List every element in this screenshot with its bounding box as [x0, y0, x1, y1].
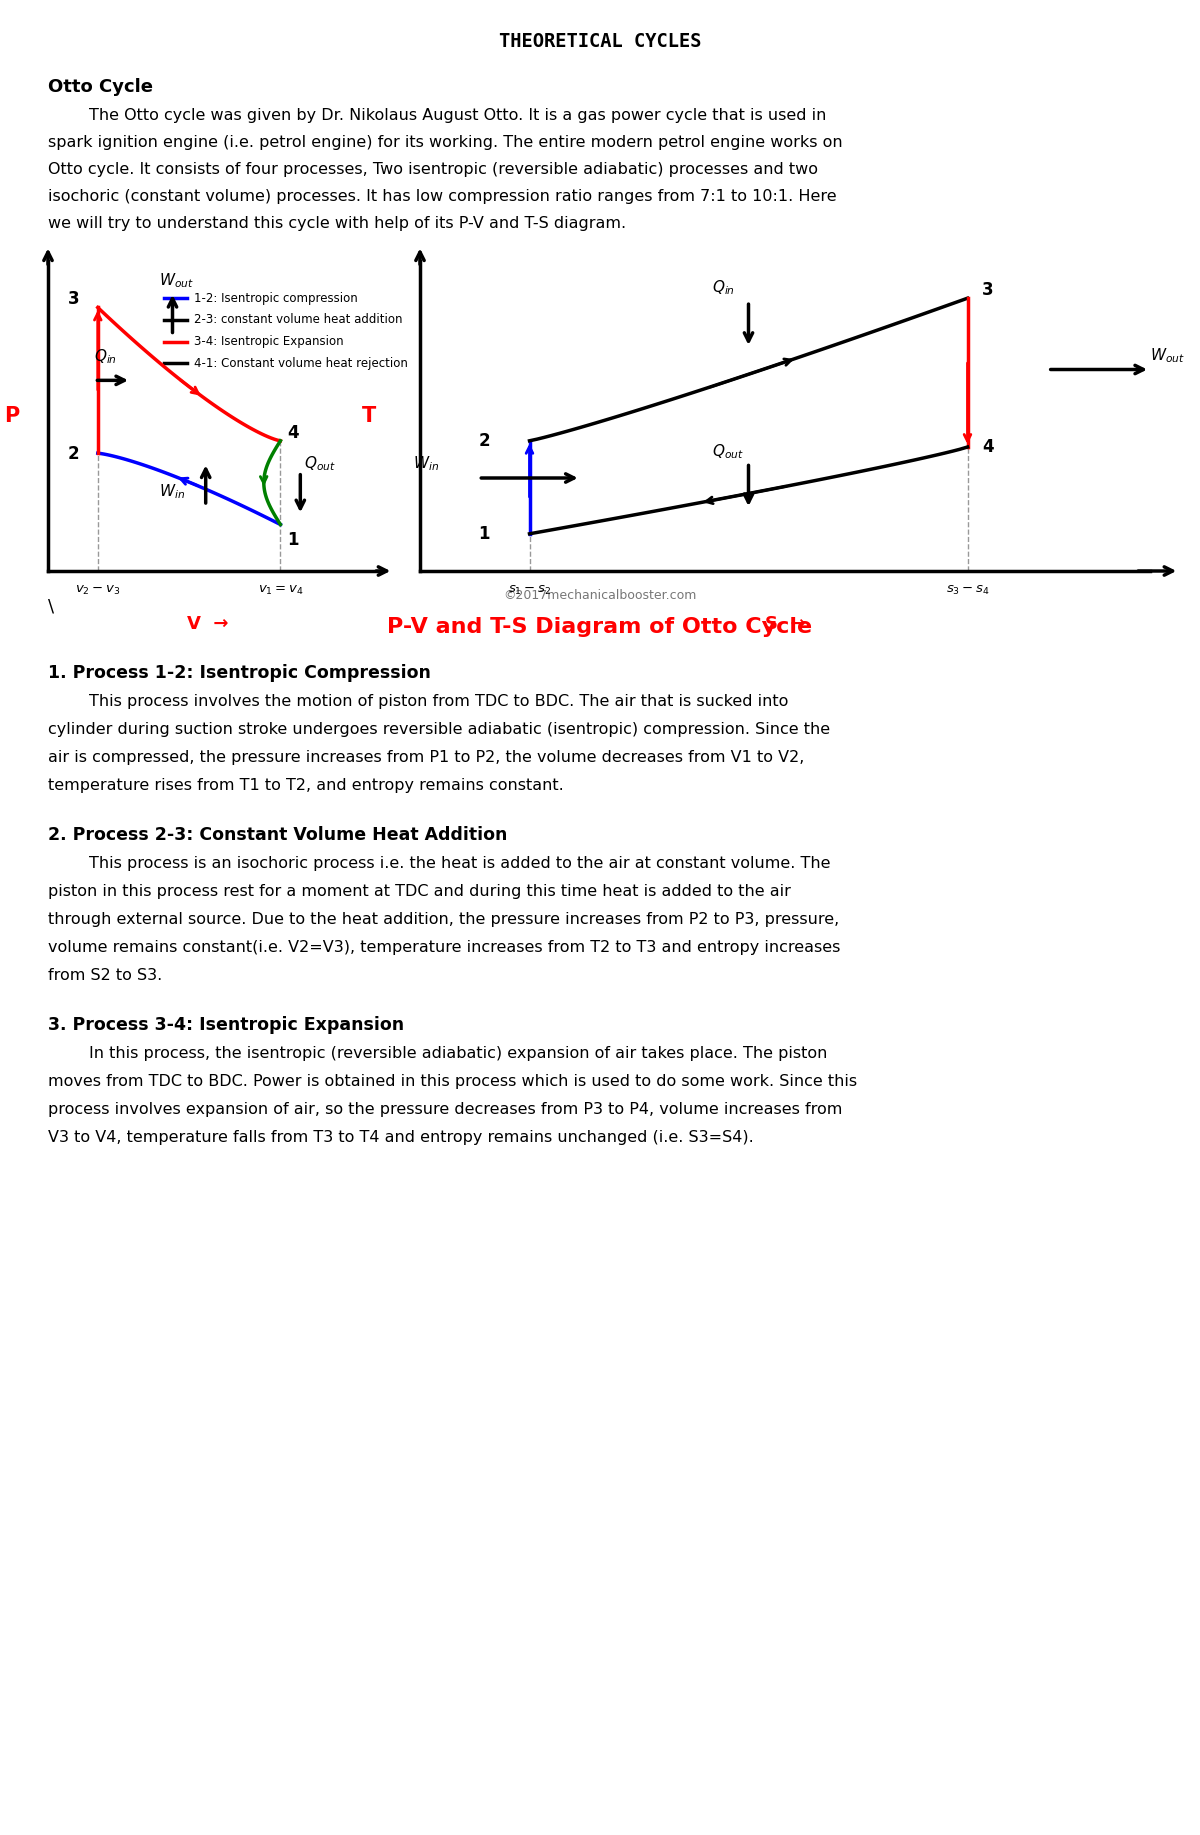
Text: 2-3: constant volume heat addition: 2-3: constant volume heat addition [194, 314, 402, 327]
Text: The Otto cycle was given by Dr. Nikolaus August Otto. It is a gas power cycle th: The Otto cycle was given by Dr. Nikolaus… [48, 108, 827, 123]
Text: V  →: V → [187, 615, 228, 633]
Text: S  →: S → [764, 615, 805, 633]
Text: $Q_{out}$: $Q_{out}$ [304, 455, 336, 473]
Text: 3: 3 [68, 290, 79, 308]
Text: $s_3 - s_4$: $s_3 - s_4$ [946, 584, 989, 596]
Text: 3: 3 [982, 281, 994, 299]
Text: Otto Cycle: Otto Cycle [48, 79, 154, 95]
Text: spark ignition engine (i.e. petrol engine) for its working. The entire modern pe: spark ignition engine (i.e. petrol engin… [48, 136, 842, 150]
Text: 2: 2 [479, 431, 490, 450]
Text: process involves expansion of air, so the pressure decreases from P3 to P4, volu: process involves expansion of air, so th… [48, 1103, 842, 1118]
Text: temperature rises from T1 to T2, and entropy remains constant.: temperature rises from T1 to T2, and ent… [48, 778, 564, 793]
Text: This process involves the motion of piston from TDC to BDC. The air that is suck: This process involves the motion of pist… [48, 694, 788, 708]
Text: 4-1: Constant volume heat rejection: 4-1: Constant volume heat rejection [194, 356, 408, 371]
Text: This process is an isochoric process i.e. the heat is added to the air at consta: This process is an isochoric process i.e… [48, 855, 830, 872]
Text: T: T [361, 406, 376, 426]
Text: 4: 4 [982, 439, 994, 457]
Text: V3 to V4, temperature falls from T3 to T4 and entropy remains unchanged (i.e. S3: V3 to V4, temperature falls from T3 to T… [48, 1130, 754, 1145]
Text: from S2 to S3.: from S2 to S3. [48, 969, 162, 984]
Text: volume remains constant(i.e. V2=V3), temperature increases from T2 to T3 and ent: volume remains constant(i.e. V2=V3), tem… [48, 940, 840, 954]
Text: $v_1 = v_4$: $v_1 = v_4$ [258, 584, 304, 596]
Text: 1-2: Isentropic compression: 1-2: Isentropic compression [194, 292, 358, 305]
Text: THEORETICAL CYCLES: THEORETICAL CYCLES [499, 31, 701, 51]
Text: $W_{in}$: $W_{in}$ [160, 483, 185, 501]
Text: $Q_{in}$: $Q_{in}$ [95, 349, 118, 367]
Text: isochoric (constant volume) processes. It has low compression ratio ranges from : isochoric (constant volume) processes. I… [48, 189, 836, 204]
Text: P-V and T-S Diagram of Otto Cycle: P-V and T-S Diagram of Otto Cycle [388, 617, 812, 637]
Text: Otto cycle. It consists of four processes, Two isentropic (reversible adiabatic): Otto cycle. It consists of four processe… [48, 161, 818, 176]
Text: $W_{out}$: $W_{out}$ [1150, 347, 1184, 365]
Text: 1: 1 [287, 530, 299, 549]
Text: $v_2 - v_3$: $v_2 - v_3$ [76, 584, 120, 596]
Text: 2: 2 [68, 446, 79, 464]
Text: In this process, the isentropic (reversible adiabatic) expansion of air takes pl: In this process, the isentropic (reversi… [48, 1046, 827, 1061]
Text: 3-4: Isentropic Expansion: 3-4: Isentropic Expansion [194, 336, 343, 349]
Text: $W_{in}$: $W_{in}$ [413, 455, 439, 473]
Text: 2. Process 2-3: Constant Volume Heat Addition: 2. Process 2-3: Constant Volume Heat Add… [48, 826, 508, 844]
Text: $s_1 - s_2$: $s_1 - s_2$ [508, 584, 551, 596]
Text: $Q_{out}$: $Q_{out}$ [712, 442, 744, 461]
Text: ©2017mechanicalbooster.com: ©2017mechanicalbooster.com [503, 589, 697, 602]
Text: cylinder during suction stroke undergoes reversible adiabatic (isentropic) compr: cylinder during suction stroke undergoes… [48, 721, 830, 738]
Text: 3. Process 3-4: Isentropic Expansion: 3. Process 3-4: Isentropic Expansion [48, 1017, 404, 1033]
Text: $Q_{in}$: $Q_{in}$ [712, 277, 734, 297]
Text: piston in this process rest for a moment at TDC and during this time heat is add: piston in this process rest for a moment… [48, 884, 791, 899]
Text: air is compressed, the pressure increases from P1 to P2, the volume decreases fr: air is compressed, the pressure increase… [48, 751, 804, 765]
Text: moves from TDC to BDC. Power is obtained in this process which is used to do som: moves from TDC to BDC. Power is obtained… [48, 1073, 857, 1088]
Text: through external source. Due to the heat addition, the pressure increases from P: through external source. Due to the heat… [48, 912, 839, 927]
Text: 4: 4 [287, 424, 299, 442]
Text: we will try to understand this cycle with help of its P-V and T-S diagram.: we will try to understand this cycle wit… [48, 217, 626, 231]
Text: P: P [4, 406, 19, 426]
Text: 1: 1 [479, 525, 490, 543]
Text: $W_{out}$: $W_{out}$ [160, 272, 194, 290]
Text: 1. Process 1-2: Isentropic Compression: 1. Process 1-2: Isentropic Compression [48, 664, 431, 683]
Text: \: \ [48, 596, 54, 615]
